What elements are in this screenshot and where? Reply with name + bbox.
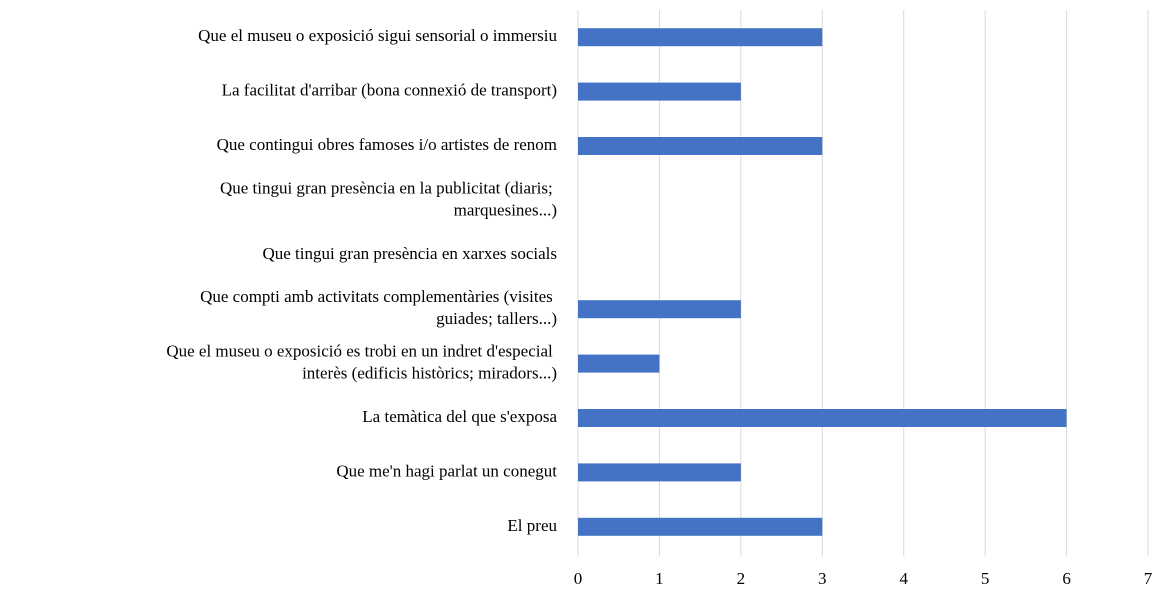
bar <box>578 517 823 536</box>
y-tick-label: Que tingui gran presència en la publicit… <box>220 178 557 219</box>
y-tick-label: Que compti amb activitats complementàrie… <box>200 287 557 328</box>
y-tick-label: La temàtica del que s'exposa <box>362 407 557 426</box>
y-tick-label: Que tingui gran presència en xarxes soci… <box>262 244 557 263</box>
y-tick-label: Que me'n hagi parlat un conegut <box>336 461 557 480</box>
x-tick-label: 1 <box>655 569 664 588</box>
y-tick-label: El preu <box>507 516 557 535</box>
x-tick-label: 2 <box>737 569 746 588</box>
bar <box>578 409 1067 427</box>
x-tick-label: 4 <box>899 569 908 588</box>
x-tick-label: 3 <box>818 569 827 588</box>
x-tick-label: 5 <box>981 569 990 588</box>
x-tick-label: 6 <box>1062 569 1071 588</box>
x-tick-label: 7 <box>1144 569 1153 588</box>
y-tick-label: Que contingui obres famoses i/o artistes… <box>217 135 557 154</box>
bar <box>578 28 823 47</box>
bar <box>578 300 741 319</box>
x-tick-label: 0 <box>574 569 583 588</box>
bar <box>578 82 741 101</box>
bar <box>578 354 660 373</box>
y-tick-label: Que el museu o exposició sigui sensorial… <box>198 26 557 45</box>
bar <box>578 463 741 482</box>
y-tick-label: Que el museu o exposició es trobi en un … <box>166 342 557 383</box>
y-tick-label: La facilitat d'arribar (bona connexió de… <box>222 81 557 100</box>
bar <box>578 137 823 155</box>
